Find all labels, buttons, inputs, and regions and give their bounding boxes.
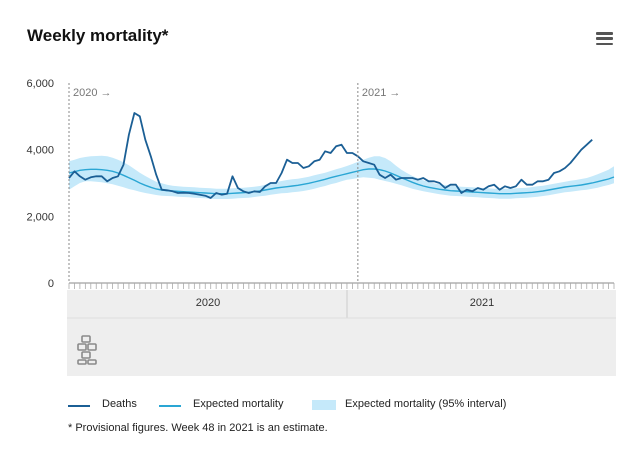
deaths-line bbox=[68, 112, 593, 199]
series-lines bbox=[68, 112, 615, 199]
hamburger-menu-icon[interactable] bbox=[596, 32, 613, 46]
x-axis bbox=[68, 283, 615, 289]
year-marker-label: 2021 → bbox=[362, 87, 401, 99]
deaths-line-swatch bbox=[68, 405, 90, 407]
expected-mortality-line bbox=[68, 168, 615, 195]
legend-label: Expected mortality bbox=[193, 398, 284, 410]
cbs-logo-icon bbox=[77, 335, 97, 365]
logo-block bbox=[81, 351, 91, 359]
navigator-year-label: 2020 bbox=[196, 297, 220, 309]
logo-block bbox=[87, 359, 97, 365]
y-tick-label: 2,000 bbox=[26, 211, 54, 223]
year-markers: 2020 → 2021 → bbox=[68, 83, 401, 283]
y-tick-label: 0 bbox=[48, 278, 54, 290]
logo-block bbox=[81, 335, 91, 343]
menu-bar bbox=[596, 32, 613, 35]
year-marker-label: 2020 → bbox=[73, 87, 112, 99]
navigator-year-label: 2021 bbox=[470, 297, 494, 309]
footnote: * Provisional figures. Week 48 in 2021 i… bbox=[68, 422, 328, 434]
menu-bar bbox=[596, 37, 613, 40]
legend-label: Expected mortality (95% interval) bbox=[345, 398, 507, 410]
y-tick-label: 6,000 bbox=[26, 78, 54, 90]
menu-bar bbox=[596, 42, 613, 46]
logo-block bbox=[77, 343, 87, 351]
legend-label: Deaths bbox=[102, 398, 137, 410]
navigator-panel bbox=[67, 290, 616, 376]
expected-line-swatch bbox=[159, 405, 181, 407]
chart-title: Weekly mortality* bbox=[27, 26, 169, 45]
y-tick-label: 4,000 bbox=[26, 145, 54, 157]
interval-area-swatch bbox=[312, 400, 336, 410]
logo-block bbox=[77, 359, 87, 365]
logo-block bbox=[87, 343, 97, 351]
navigator[interactable]: 2020 2021 bbox=[67, 290, 616, 376]
